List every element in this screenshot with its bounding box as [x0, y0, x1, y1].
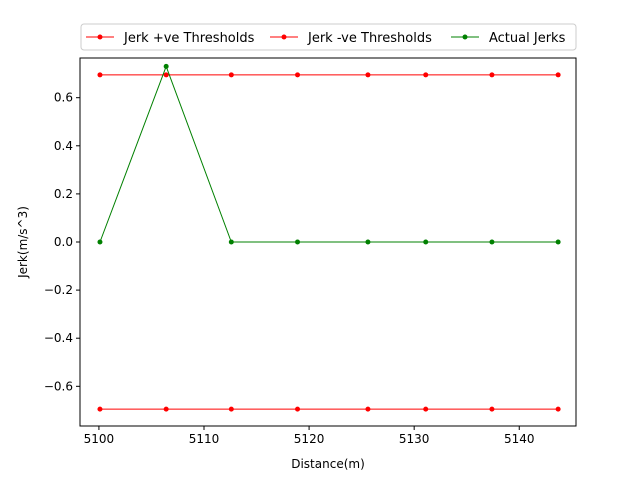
data-point-jerk-ve-thresholds — [295, 72, 301, 78]
data-point-jerk-ve-thresholds — [228, 406, 234, 412]
legend-label: Actual Jerks — [489, 31, 566, 46]
series-layer — [97, 63, 561, 412]
data-point-actual-jerks — [163, 63, 169, 69]
data-point-actual-jerks — [295, 239, 301, 245]
data-point-jerk-ve-thresholds — [555, 72, 561, 78]
x-tick-label: 5120 — [294, 432, 325, 446]
y-tick-label: −0.6 — [44, 379, 73, 393]
legend-label: Jerk +ve Thresholds — [123, 31, 255, 46]
data-point-actual-jerks — [423, 239, 429, 245]
x-tick-label: 5140 — [504, 432, 535, 446]
x-tick-label: 5130 — [399, 432, 430, 446]
legend-marker — [97, 34, 103, 40]
legend-box — [80, 23, 577, 51]
x-ticks: 5100 5110 5120 5130 5140 — [84, 426, 535, 446]
y-ticks: −0.6 −0.4 −0.2 0.0 0.2 0.4 0.6 — [44, 91, 80, 393]
data-point-actual-jerks — [97, 239, 103, 245]
data-point-jerk-ve-thresholds — [423, 406, 429, 412]
y-tick-label: 0.6 — [54, 91, 73, 105]
data-point-actual-jerks — [365, 239, 371, 245]
data-point-jerk-ve-thresholds — [365, 72, 371, 78]
y-tick-label: −0.4 — [44, 331, 73, 345]
x-axis-label: Distance(m) — [291, 457, 365, 471]
data-point-jerk-ve-thresholds — [97, 72, 103, 78]
data-point-jerk-ve-thresholds — [228, 72, 234, 78]
legend-label: Jerk -ve Thresholds — [307, 31, 432, 46]
y-tick-label: 0.2 — [54, 187, 73, 201]
data-point-jerk-ve-thresholds — [365, 406, 371, 412]
data-point-jerk-ve-thresholds — [555, 406, 561, 412]
legend: Jerk +ve Thresholds Jerk -ve Thresholds Ac… — [80, 23, 577, 51]
data-point-actual-jerks — [555, 239, 561, 245]
data-point-jerk-ve-thresholds — [489, 72, 495, 78]
data-point-jerk-ve-thresholds — [295, 406, 301, 412]
data-point-actual-jerks — [489, 239, 495, 245]
series-line-actual-jerks — [99, 64, 559, 243]
x-tick-label: 5100 — [84, 432, 115, 446]
legend-marker — [281, 34, 287, 40]
data-point-actual-jerks — [228, 239, 234, 245]
data-point-jerk-ve-thresholds — [423, 72, 429, 78]
data-point-jerk-ve-thresholds — [97, 406, 103, 412]
data-point-jerk-ve-thresholds — [163, 406, 169, 412]
data-point-jerk-ve-thresholds — [163, 72, 169, 78]
data-point-jerk-ve-thresholds — [489, 406, 495, 412]
legend-marker — [462, 34, 468, 40]
y-tick-label: 0.0 — [54, 235, 73, 249]
y-tick-label: 0.4 — [54, 139, 73, 153]
x-tick-label: 5110 — [189, 432, 220, 446]
y-tick-label: −0.2 — [44, 283, 73, 297]
y-axis-label: Jerk(m/s^3) — [16, 206, 30, 279]
